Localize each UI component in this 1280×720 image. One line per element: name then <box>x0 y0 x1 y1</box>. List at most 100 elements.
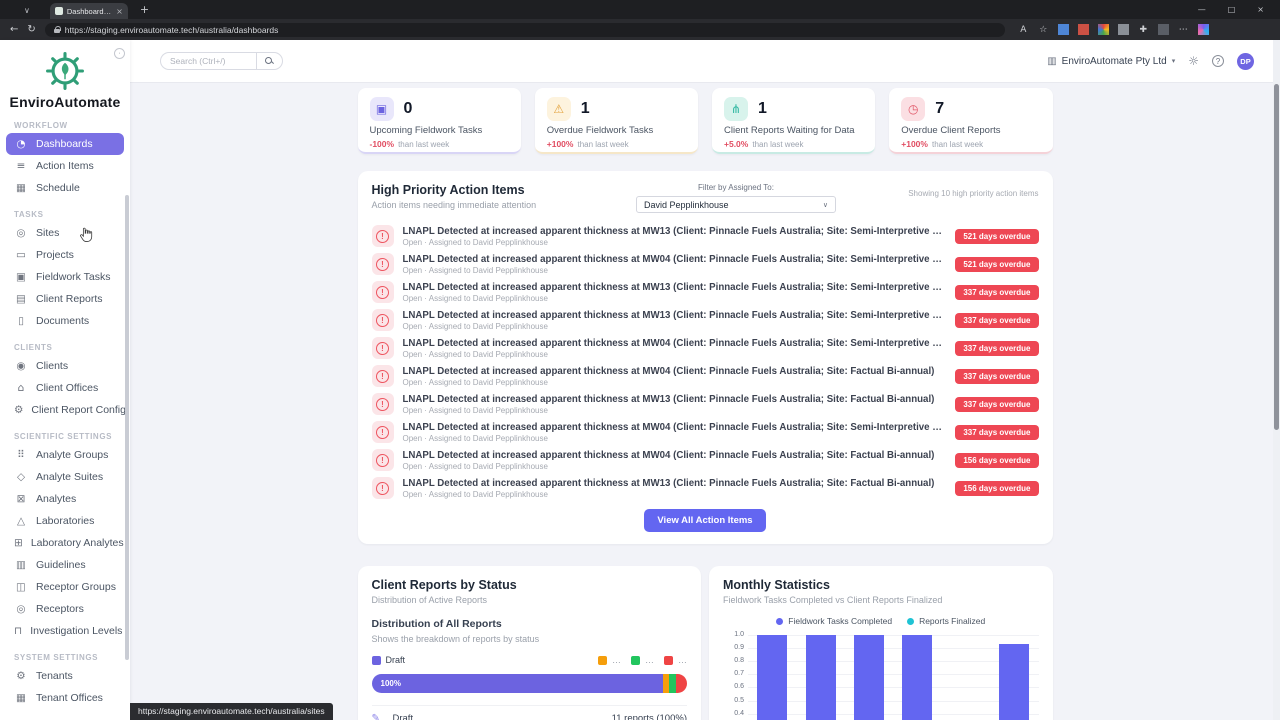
sidebar-item-sites[interactable]: ◎ Sites <box>6 222 124 244</box>
action-item-row[interactable]: ! LNAPL Detected at increased apparent t… <box>371 476 1039 500</box>
action-item-row[interactable]: ! LNAPL Detected at increased apparent t… <box>371 252 1039 276</box>
action-item-row[interactable]: ! LNAPL Detected at increased apparent t… <box>371 420 1039 444</box>
legend-dot <box>907 617 915 625</box>
sidebar-item-schedule[interactable]: ▦ Schedule <box>6 177 124 199</box>
sidebar-item-fieldwork-tasks[interactable]: ▣ Fieldwork Tasks <box>6 266 124 288</box>
action-item-row[interactable]: ! LNAPL Detected at increased apparent t… <box>371 336 1039 360</box>
alert-circle-icon: ! <box>371 365 394 387</box>
extension-icon-red[interactable] <box>1077 24 1089 35</box>
sidebar-item-client-reports[interactable]: ▤ Client Reports <box>6 288 124 310</box>
tab-search-chevron-icon[interactable]: ∨ <box>24 6 30 15</box>
theme-toggle-icon[interactable]: ☼ <box>1188 54 1199 68</box>
more-menu-icon[interactable]: ⋯ <box>1178 24 1188 35</box>
overdue-badge: 337 days overdue <box>955 368 1039 384</box>
scrollbar-thumb[interactable] <box>1274 84 1279 430</box>
sidebar-item-dashboards[interactable]: ◔ Dashboards <box>6 133 124 155</box>
user-avatar[interactable]: DP <box>1237 52 1254 70</box>
action-item-row[interactable]: ! LNAPL Detected at increased apparent t… <box>371 224 1039 248</box>
window-close-button[interactable]: × <box>1257 5 1264 14</box>
page-scrollbar[interactable] <box>1273 40 1280 720</box>
browser-tab[interactable]: Dashboard | EnviroAutomate × <box>49 3 128 19</box>
read-aloud-icon[interactable]: A <box>1020 24 1027 35</box>
bar-fieldwork-tasks-completed <box>999 644 1030 720</box>
action-item-title: LNAPL Detected at increased apparent thi… <box>402 477 935 489</box>
browser-toolbar: ← ↻ https://staging.enviroautomate.tech/… <box>0 19 1280 40</box>
sidebar-item-clients[interactable]: ◉ Clients <box>6 355 124 377</box>
action-item-row[interactable]: ! LNAPL Detected at increased apparent t… <box>371 448 1039 472</box>
monthly-bar-chart: Count 1.00.90.80.70.60.50.40.30.2 <box>723 631 1039 720</box>
app-logo <box>0 49 130 93</box>
sidebar-item-analyte-groups[interactable]: ⠿ Analyte Groups <box>6 444 124 466</box>
brand-name: EnviroAutomate <box>9 94 121 110</box>
sidebar-item-projects[interactable]: ▭ Projects <box>6 244 124 266</box>
action-item-row[interactable]: ! LNAPL Detected at increased apparent t… <box>371 392 1039 416</box>
stat-delta-note: than last week <box>398 140 450 149</box>
sidebar-section-label: WORKFLOW <box>14 121 68 130</box>
new-tab-button[interactable]: + <box>139 3 150 16</box>
sidebar-item-client-report-config[interactable]: ⚙ Client Report Config <box>6 399 126 421</box>
extension-icon-colorwheel[interactable] <box>1097 24 1109 35</box>
assigned-to-select[interactable]: David Pepplinkhouse ∨ <box>636 196 836 213</box>
action-item-row[interactable]: ! LNAPL Detected at increased apparent t… <box>371 280 1039 304</box>
filter-label: Filter by Assigned To: <box>698 183 774 192</box>
refresh-icon[interactable]: ↻ <box>27 24 36 35</box>
action-item-title: LNAPL Detected at increased apparent thi… <box>402 449 935 461</box>
sidebar-item-laboratory-analytes[interactable]: ⊞ Laboratory Analytes <box>6 532 124 554</box>
favorites-icon[interactable]: ☆ <box>1039 24 1048 35</box>
overdue-badge: 521 days overdue <box>955 228 1039 244</box>
chevron-down-icon: ∨ <box>822 200 828 209</box>
sidebar-scrollbar[interactable] <box>125 195 129 660</box>
action-item-status: Open · Assigned to David Pepplinkhouse <box>402 433 548 443</box>
toolbar-icon-cluster: A ☆ ✚ ⋯ <box>1018 24 1209 35</box>
card-title: Monthly Statistics <box>723 578 830 592</box>
sidebar-item-tenants[interactable]: ⚙ Tenants <box>6 665 124 687</box>
sidebar-collapse-button[interactable]: · <box>114 48 125 59</box>
back-icon[interactable]: ← <box>10 24 19 35</box>
sidebar-item-client-offices[interactable]: ⌂ Client Offices <box>6 377 124 399</box>
extension-icon-gray[interactable] <box>1117 24 1129 35</box>
help-icon[interactable]: ? <box>1212 55 1224 67</box>
sidebar-item-guidelines[interactable]: ▥ Guidelines <box>6 554 124 576</box>
favicon <box>54 7 63 15</box>
y-tick-label: 0.4 <box>734 709 744 717</box>
search-input[interactable] <box>160 52 256 70</box>
legend-entry: … <box>664 655 687 665</box>
overdue-badge: 156 days overdue <box>955 452 1039 468</box>
window-maximize-button[interactable]: □ <box>1227 5 1236 14</box>
sidebar-item-label: Analyte Suites <box>36 471 104 483</box>
extensions-puzzle-icon[interactable]: ✚ <box>1139 24 1148 35</box>
sidebar-item-investigation-levels[interactable]: ⊓ Investigation Levels <box>6 620 124 642</box>
sidebar-item-receptor-groups[interactable]: ◫ Receptor Groups <box>6 576 124 598</box>
gridline <box>748 700 1039 702</box>
stat-card: ◷ 7 Overdue Client Reports +100% than las… <box>889 88 1053 154</box>
action-item-row[interactable]: ! LNAPL Detected at increased apparent t… <box>371 308 1039 332</box>
sidebar-item-analytes[interactable]: ⊠ Analytes <box>6 488 124 510</box>
sidebar-item-laboratories[interactable]: △ Laboratories <box>6 510 124 532</box>
action-item-title: LNAPL Detected at increased apparent thi… <box>402 225 947 237</box>
search-button[interactable] <box>256 52 283 70</box>
legend-entry: Reports Finalized <box>907 616 985 626</box>
location-pin-icon: ◎ <box>16 227 26 239</box>
copilot-icon[interactable] <box>1197 24 1209 35</box>
sidebar-item-documents[interactable]: ▯ Documents <box>6 310 124 332</box>
profile-avatar-icon[interactable] <box>1157 24 1169 35</box>
gridline <box>748 674 1039 676</box>
action-item-title: LNAPL Detected at increased apparent thi… <box>402 281 947 293</box>
sidebar-item-tenant-offices[interactable]: ▦ Tenant Offices <box>6 687 124 709</box>
action-item-status: Open · Assigned to David Pepplinkhouse <box>402 293 548 303</box>
extension-icon-blue[interactable] <box>1057 24 1069 35</box>
sidebar-item-analyte-suites[interactable]: ◇ Analyte Suites <box>6 466 124 488</box>
action-item-row[interactable]: ! LNAPL Detected at increased apparent t… <box>371 364 1039 388</box>
tenant-selector[interactable]: ▥ EnviroAutomate Pty Ltd ▾ <box>1047 56 1175 67</box>
view-all-action-items-button[interactable]: View All Action Items <box>644 509 766 532</box>
action-item-status: Open · Assigned to David Pepplinkhouse <box>402 405 548 415</box>
legend-truncated-group: … … … <box>598 655 687 665</box>
status-distribution-bar: 100% <box>371 674 688 693</box>
sidebar-item-label: Receptor Groups <box>36 581 116 593</box>
sidebar-item-receptors[interactable]: ◎ Receptors <box>6 598 124 620</box>
url-bar[interactable]: https://staging.enviroautomate.tech/aust… <box>44 22 1005 37</box>
window-minimize-button[interactable]: — <box>1197 5 1206 14</box>
file-report-icon: ▤ <box>16 293 26 305</box>
sidebar-item-action-items[interactable]: ≡ Action Items <box>6 155 124 177</box>
tab-close-icon[interactable]: × <box>116 6 123 16</box>
